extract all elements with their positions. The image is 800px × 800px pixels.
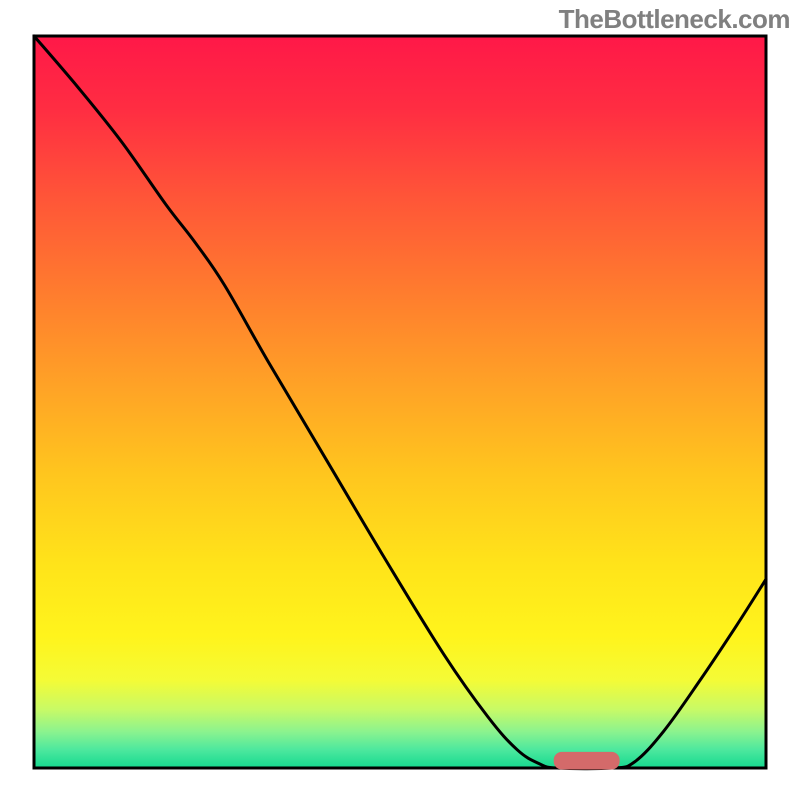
bottleneck-chart: TheBottleneck.com [0,0,800,800]
watermark-text: TheBottleneck.com [559,4,790,35]
optimal-region-marker [554,752,620,770]
plot-background [34,36,766,768]
chart-svg [0,0,800,800]
